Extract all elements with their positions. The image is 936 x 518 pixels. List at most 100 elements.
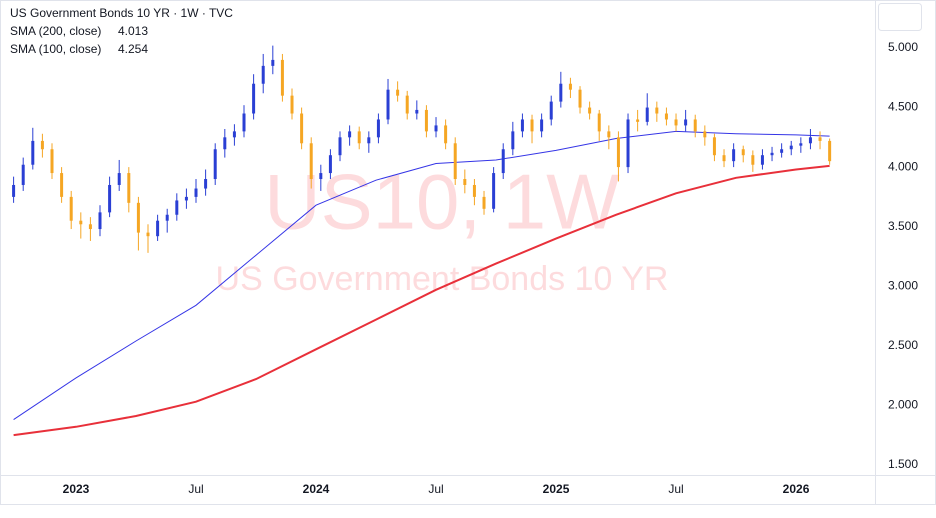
candle-body [232, 131, 236, 138]
candle-body [175, 200, 179, 215]
candle-body [386, 89, 390, 120]
candle-body [21, 164, 25, 185]
candle-body [424, 109, 428, 132]
y-tick-label: 3.500 [888, 219, 918, 233]
candle-body [828, 140, 832, 162]
candle-body [328, 155, 332, 174]
candle-body [722, 155, 726, 162]
candle-body [300, 113, 304, 144]
candle-body [540, 119, 544, 132]
candle-body [405, 95, 409, 114]
y-tick-label: 3.000 [888, 278, 918, 292]
candle-body [712, 137, 716, 156]
candle-body [108, 184, 112, 213]
candle-body [280, 59, 284, 96]
candle-body [520, 119, 524, 132]
candle-body [703, 131, 707, 138]
candle-body [693, 119, 697, 132]
candle-body [348, 131, 352, 138]
x-tick-label: 2024 [303, 482, 330, 496]
y-tick-label: 1.500 [888, 457, 918, 471]
candle-body [156, 220, 160, 237]
y-tick-label: 2.000 [888, 397, 918, 411]
candle-body [271, 59, 275, 66]
x-tick-label: Jul [428, 482, 443, 496]
candle-body [588, 107, 592, 114]
candle-body [511, 131, 515, 150]
candle-body [204, 179, 208, 189]
candle-body [223, 137, 227, 150]
candle-body [492, 173, 496, 209]
candle-body [684, 119, 688, 126]
candle-body [261, 65, 265, 84]
candle-body [12, 184, 16, 197]
candle-body [40, 140, 44, 150]
candle-body [578, 89, 582, 108]
candle-body [549, 101, 553, 120]
candle-body [674, 119, 678, 126]
candle-body [597, 113, 601, 132]
legend-label: SMA (200, close) [10, 24, 101, 38]
candle-body [60, 173, 64, 197]
candle-body [184, 196, 188, 201]
candle-body [165, 214, 169, 221]
candle-body [808, 137, 812, 144]
candle-body [88, 224, 92, 230]
candle-body [338, 137, 342, 156]
x-tick-label: 2026 [783, 482, 810, 496]
x-tick-label: 2023 [63, 482, 90, 496]
candle-body [309, 143, 313, 180]
candle-body [146, 232, 150, 237]
candle-body [136, 202, 140, 233]
x-tick-label: Jul [668, 482, 683, 496]
candle-body [770, 152, 774, 156]
candle-body [98, 212, 102, 230]
candle-body [290, 95, 294, 114]
x-tick-label: 2025 [543, 482, 570, 496]
sma-line [13, 164, 830, 437]
candle-body [50, 149, 54, 174]
candle-body [607, 131, 611, 138]
candle-body [319, 173, 323, 180]
candle-body [252, 83, 256, 114]
candle-body [501, 149, 505, 174]
candle-body [530, 119, 534, 132]
candle-body [117, 173, 121, 185]
candle-body [213, 149, 217, 180]
y-tick-label: 4.500 [888, 100, 918, 114]
candle-body [732, 149, 736, 162]
candle-body [453, 143, 457, 180]
candle-body [415, 109, 419, 114]
chart-title: US Government Bonds 10 YR · 1W · TVC [10, 6, 233, 20]
candle-body [127, 173, 131, 203]
candle-body [818, 137, 822, 141]
candle-body [194, 188, 198, 197]
legend-label: SMA (100, close) [10, 42, 101, 56]
legend-value: 4.254 [118, 42, 148, 56]
candle-body [242, 113, 246, 132]
candle-body [626, 119, 630, 168]
candle-body [444, 125, 448, 144]
x-tick-label: Jul [188, 482, 203, 496]
candle-body [664, 113, 668, 120]
candle-body [482, 196, 486, 209]
candle-body [655, 107, 659, 114]
y-tick-label: 5.000 [888, 40, 918, 54]
candle-body [69, 196, 73, 221]
candle-body [396, 89, 400, 96]
candle-body [472, 184, 476, 197]
candle-body [357, 131, 361, 144]
candle-body [741, 149, 745, 156]
candle-body [760, 155, 764, 165]
candle-body [799, 143, 803, 146]
y-tick-label: 4.000 [888, 159, 918, 173]
frame [0, 0, 936, 505]
candle-body [780, 149, 784, 153]
watermark: US10, 1W [264, 158, 620, 246]
candle-body [636, 119, 640, 122]
settings-button[interactable] [878, 3, 922, 31]
candle-body [559, 83, 563, 102]
candle-body [31, 140, 35, 165]
candle-body [463, 179, 467, 185]
watermark-subtitle: US Government Bonds 10 YR [216, 260, 669, 298]
